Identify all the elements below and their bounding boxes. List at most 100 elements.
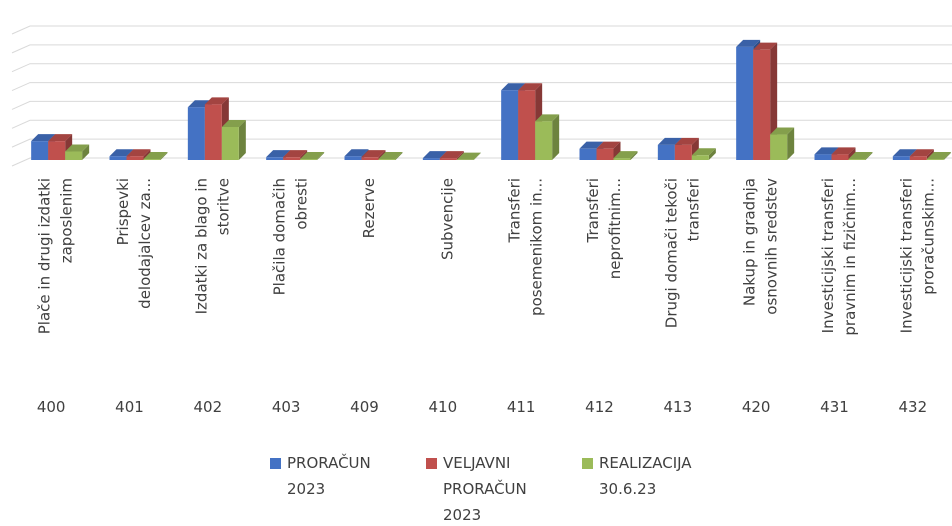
category-description: storitve	[214, 178, 232, 235]
bar-top	[674, 137, 699, 145]
bar	[535, 114, 560, 160]
bar-front	[143, 159, 161, 160]
bar	[926, 152, 951, 160]
bar-top	[456, 152, 481, 160]
bar-side	[317, 152, 325, 160]
bar-top	[753, 42, 778, 50]
bar-top	[613, 151, 638, 159]
grid-line	[11, 157, 952, 167]
bar-top	[892, 149, 917, 157]
legend-label: VELJAVNI PRORAČUN 2023	[443, 454, 527, 524]
category-description: Rezerve	[360, 178, 378, 238]
bar-top	[422, 151, 447, 159]
category-description: neprofitnim...	[606, 178, 624, 279]
bar-top	[831, 147, 856, 155]
x-tick-label: 401	[115, 398, 144, 416]
legend-item: VELJAVNI PRORAČUN 2023	[426, 450, 562, 526]
grid-line	[11, 138, 952, 148]
category-description: posemenikom in...	[528, 178, 546, 316]
legend-swatch	[426, 458, 437, 469]
grid-line	[11, 119, 952, 129]
bar-top	[65, 144, 90, 152]
bar-front	[501, 90, 519, 160]
bar-top	[31, 134, 56, 142]
bar-front	[736, 46, 754, 160]
bar-front	[814, 154, 832, 160]
bar-side	[82, 144, 90, 160]
bar-top	[266, 150, 291, 158]
bar-front	[926, 159, 944, 160]
legend-label: REALIZACIJA 30.6.23	[599, 454, 692, 498]
bar-top	[221, 120, 246, 127]
bar-top	[344, 149, 369, 157]
legend-item: REALIZACIJA 30.6.23	[582, 450, 718, 526]
bar-top	[439, 151, 464, 159]
bar	[456, 152, 481, 160]
bar-front	[65, 151, 83, 160]
legend-swatch	[582, 458, 593, 469]
bar-top	[814, 147, 839, 155]
bar	[439, 151, 464, 160]
category-description: transferi	[684, 178, 702, 241]
bar-top	[596, 141, 621, 149]
bar-side	[708, 148, 716, 160]
bar-top	[300, 152, 325, 160]
bar-side	[787, 127, 795, 160]
bar-front	[892, 156, 910, 160]
category-description: zaposlenim	[58, 178, 76, 263]
bar-front	[657, 144, 675, 160]
bar-side	[552, 114, 560, 160]
x-tick-label: 412	[585, 398, 614, 416]
bar-top	[657, 137, 682, 145]
grid-line	[11, 25, 952, 35]
bar-side	[456, 151, 464, 160]
bar-front	[283, 157, 301, 160]
bar-front	[518, 90, 536, 160]
bar	[596, 141, 621, 160]
bar	[300, 152, 325, 160]
bar-side	[613, 141, 621, 160]
category-description: Izdatki za blago in	[192, 178, 210, 314]
bar-top	[518, 83, 543, 91]
bar-front	[848, 159, 866, 160]
legend: PRORAČUN 2023 VELJAVNI PRORAČUN 2023 REALI…	[270, 450, 718, 526]
category-description: Transferi	[506, 178, 524, 243]
bar-front	[422, 158, 440, 160]
bar-top	[204, 97, 229, 105]
bar-front	[770, 134, 788, 160]
bar	[378, 152, 403, 160]
bar-side	[238, 120, 246, 160]
bar-front	[691, 155, 709, 160]
bar-front	[439, 158, 457, 160]
bar-top	[361, 150, 386, 158]
bar-front	[300, 159, 318, 160]
bar	[753, 42, 778, 160]
bar-front	[126, 156, 144, 160]
bar-side	[473, 152, 481, 160]
category-description: Subvencije	[438, 178, 456, 260]
bar-top	[909, 149, 934, 157]
bar-front	[535, 121, 553, 160]
bar	[831, 147, 856, 160]
bar	[691, 148, 716, 160]
x-tick-label: 420	[742, 398, 771, 416]
bar-top	[736, 39, 761, 47]
bar-top	[501, 83, 526, 91]
bar-front	[204, 104, 222, 160]
bar-top	[535, 114, 560, 122]
category-description: delodajalcev za...	[136, 178, 154, 309]
bar-top	[848, 152, 873, 160]
category-description: Prispevki	[114, 178, 132, 245]
bar-front	[613, 158, 631, 160]
category-description: Investicijski transferi	[897, 178, 915, 333]
x-tick-label: 410	[429, 398, 458, 416]
bar-top	[770, 127, 795, 135]
bar-front	[361, 157, 379, 160]
bar-top	[143, 152, 168, 160]
category-description: proračunskim...	[919, 178, 937, 295]
bar-top	[126, 149, 151, 157]
bar-front	[48, 141, 66, 160]
bar	[221, 120, 246, 160]
bar-front	[596, 148, 614, 160]
